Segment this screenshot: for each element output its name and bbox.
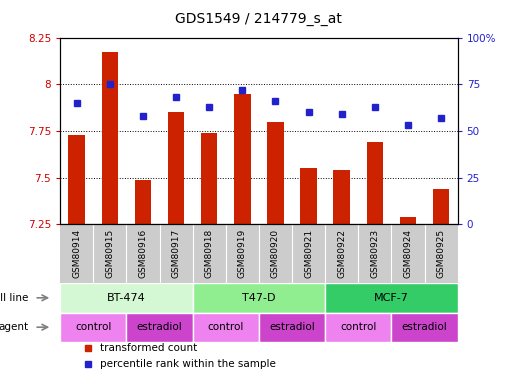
Bar bbox=[325, 312, 391, 342]
Text: estradiol: estradiol bbox=[137, 322, 183, 332]
Bar bbox=[168, 112, 185, 224]
Text: agent: agent bbox=[0, 322, 28, 332]
Bar bbox=[334, 170, 350, 224]
Bar bbox=[192, 312, 259, 342]
Bar bbox=[234, 94, 251, 224]
Text: control: control bbox=[340, 322, 377, 332]
Bar bbox=[259, 312, 325, 342]
Text: GSM80914: GSM80914 bbox=[72, 229, 81, 278]
Text: MCF-7: MCF-7 bbox=[374, 293, 409, 303]
Text: control: control bbox=[208, 322, 244, 332]
Bar bbox=[325, 283, 458, 312]
Text: GDS1549 / 214779_s_at: GDS1549 / 214779_s_at bbox=[175, 12, 343, 26]
Bar bbox=[101, 53, 118, 224]
Text: GSM80917: GSM80917 bbox=[172, 229, 180, 278]
Text: transformed count: transformed count bbox=[100, 344, 197, 353]
Bar bbox=[300, 168, 317, 224]
Text: GSM80915: GSM80915 bbox=[105, 229, 115, 278]
Bar bbox=[69, 135, 85, 224]
Text: GSM80916: GSM80916 bbox=[139, 229, 147, 278]
Text: GSM80918: GSM80918 bbox=[204, 229, 214, 278]
Text: GSM80922: GSM80922 bbox=[337, 229, 346, 278]
Text: GSM80921: GSM80921 bbox=[304, 229, 313, 278]
Text: GSM80923: GSM80923 bbox=[370, 229, 379, 278]
Text: estradiol: estradiol bbox=[269, 322, 315, 332]
Bar bbox=[127, 312, 192, 342]
Text: T47-D: T47-D bbox=[242, 293, 276, 303]
Bar bbox=[267, 122, 283, 224]
Text: cell line: cell line bbox=[0, 293, 28, 303]
Text: estradiol: estradiol bbox=[402, 322, 447, 332]
Text: GSM80920: GSM80920 bbox=[271, 229, 280, 278]
Bar bbox=[201, 133, 218, 224]
Bar bbox=[391, 312, 458, 342]
Bar bbox=[60, 283, 192, 312]
Text: percentile rank within the sample: percentile rank within the sample bbox=[100, 358, 276, 369]
Bar bbox=[433, 189, 449, 224]
Text: GSM80925: GSM80925 bbox=[437, 229, 446, 278]
Text: BT-474: BT-474 bbox=[107, 293, 146, 303]
Bar bbox=[60, 312, 127, 342]
Bar bbox=[400, 217, 416, 224]
Text: GSM80919: GSM80919 bbox=[238, 229, 247, 278]
Text: control: control bbox=[75, 322, 111, 332]
Bar bbox=[135, 180, 151, 224]
Bar bbox=[192, 283, 325, 312]
Bar bbox=[367, 142, 383, 224]
Text: GSM80924: GSM80924 bbox=[403, 229, 413, 278]
